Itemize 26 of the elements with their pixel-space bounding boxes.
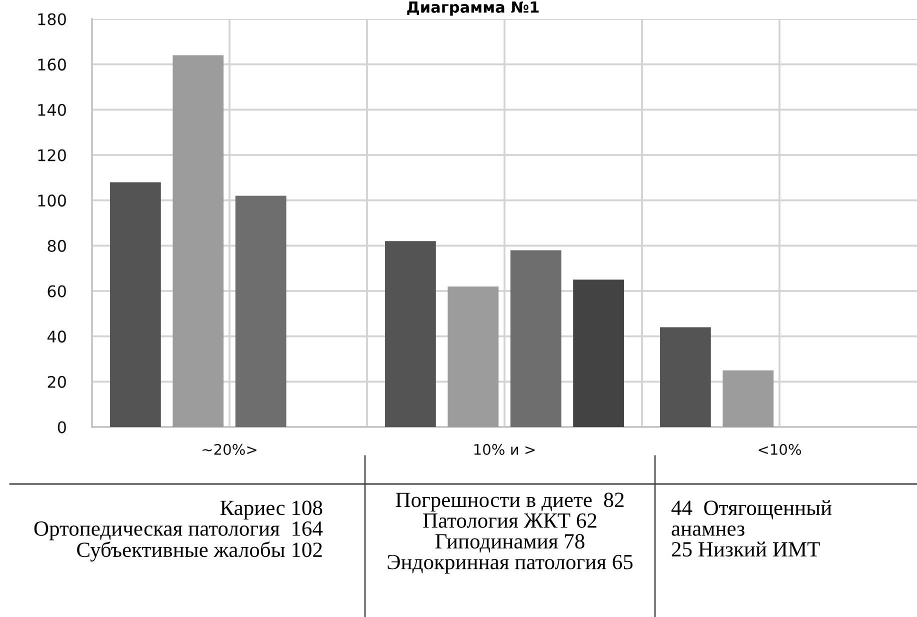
- bar: [660, 327, 711, 427]
- y-tick-label: 80: [48, 240, 66, 252]
- bar: [573, 280, 624, 427]
- chart-title: Диаграмма №1: [407, 1, 539, 16]
- x-tick-label: <10%: [758, 444, 802, 455]
- y-tick-label: 0: [58, 421, 66, 434]
- y-tick-label: 40: [47, 330, 66, 343]
- y-tick-label: 60: [48, 285, 66, 298]
- y-tick-label: 180: [38, 13, 66, 26]
- bar: [510, 250, 562, 427]
- x-tick-label: ~20%>: [202, 444, 256, 455]
- y-tick-label: 160: [38, 58, 66, 71]
- bar: [448, 286, 499, 427]
- text: 44 Отягощенный анамнез 25 Низкий ИМТ: [671, 500, 832, 557]
- text: Кариес 108 Ортопедическая патология 164 Субъективные жалобы 102: [34, 500, 323, 562]
- y-tick-label: 140: [38, 104, 66, 116]
- bar: [722, 370, 774, 427]
- bar: [385, 241, 436, 427]
- y-tick-label: 20: [48, 376, 66, 388]
- x-tick-label: 10% и >: [474, 444, 535, 455]
- text: Погрешности в диете 82 Патология ЖКТ 62 Гиподинамия 78 Эндокринная патология 65: [388, 492, 633, 574]
- y-tick-label: 120: [38, 149, 66, 162]
- y-tick-label: 100: [38, 194, 66, 207]
- bar: [235, 196, 286, 427]
- bar: [172, 55, 224, 427]
- bar: [110, 182, 161, 427]
